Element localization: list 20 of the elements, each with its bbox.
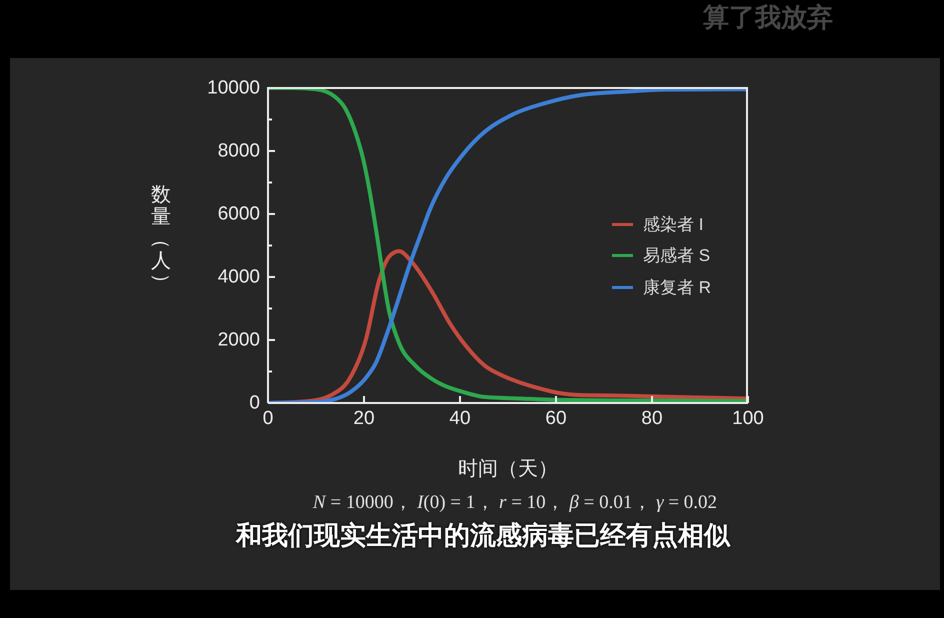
y-tick-label: 8000 xyxy=(218,140,260,162)
y-axis-title: 数量（人） xyxy=(150,184,172,294)
y-tick-label: 0 xyxy=(249,392,260,414)
text: N = 10000， I(0) = 1， r = 10， β = 0.01， γ = 0.02 xyxy=(312,492,718,513)
x-tick-label: 80 xyxy=(641,408,663,429)
y-tick-label: 10000 xyxy=(207,78,260,98)
x-tick-label: 60 xyxy=(545,408,567,429)
x-tick-label: 100 xyxy=(732,408,764,429)
text: 算了我放弃 xyxy=(703,1,833,34)
y-tick-label: 2000 xyxy=(218,330,260,350)
y-tick-label: 6000 xyxy=(218,204,260,224)
legend-label: 感染者 I xyxy=(643,214,704,236)
text: 和我们现实生活中的流感病毒已经有点相似 xyxy=(234,519,732,552)
x-tick-label: 20 xyxy=(353,408,375,429)
x-tick-label: 0 xyxy=(262,408,274,429)
x-tick-label: 40 xyxy=(449,408,471,429)
x-axis-title: 时间（天） xyxy=(457,457,559,482)
y-tick-label: 4000 xyxy=(218,266,260,288)
legend-label: 易感者 S xyxy=(643,245,710,267)
legend-label: 康复者 R xyxy=(643,276,711,298)
